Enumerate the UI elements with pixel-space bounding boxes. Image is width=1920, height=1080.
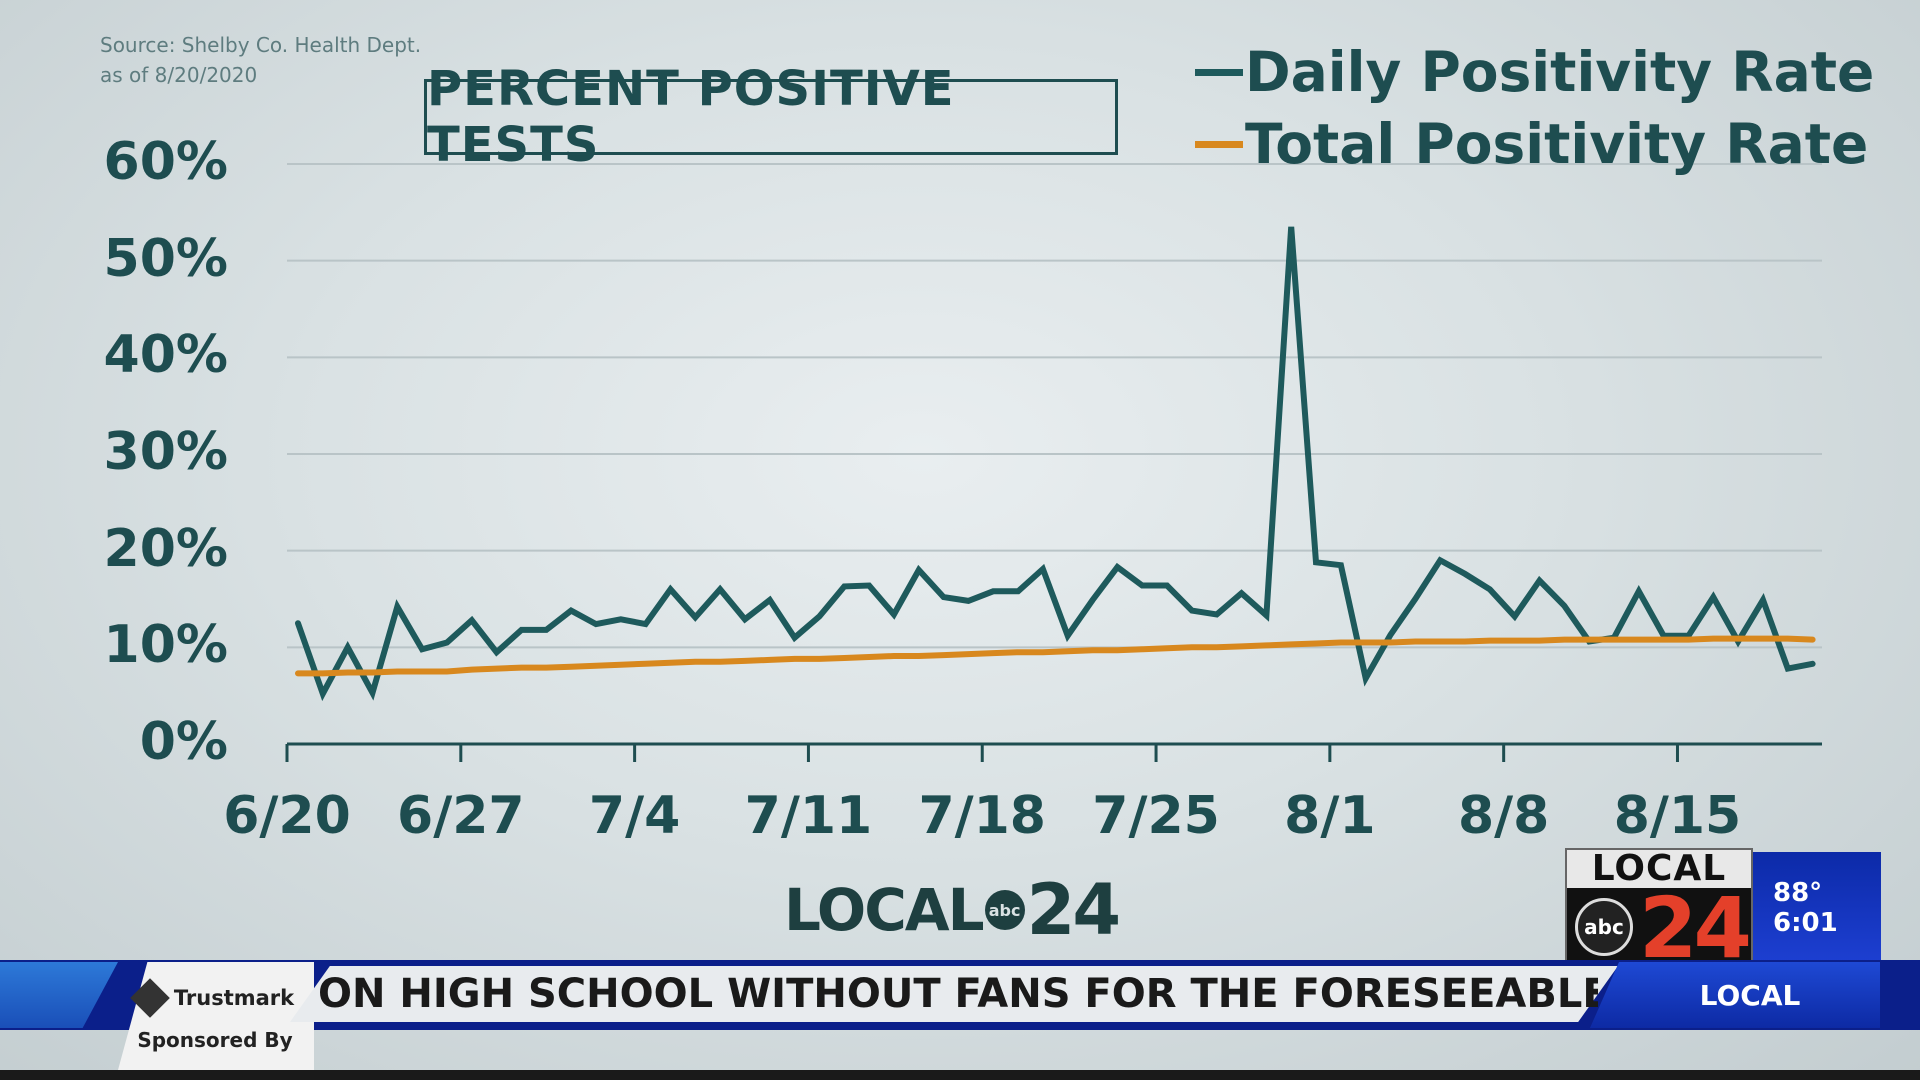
source-note: Source: Shelby Co. Health Dept. as of 8/… [100,30,421,90]
ticker-headline: ON HIGH SCHOOL WITHOUT FANS FOR THE FORE… [318,971,1598,1017]
y-tick-label: 0% [139,712,228,772]
weather-time-box: 88° 6:01 [1753,852,1881,962]
x-tick-label: 7/4 [588,786,681,846]
x-tick-label: 8/15 [1613,786,1742,846]
y-tick-label: 30% [103,422,228,482]
sponsored-by-label: Sponsored By [137,1028,293,1052]
clock-time: 6:01 [1773,908,1838,938]
legend-swatch-total [1195,140,1243,148]
x-tick-label: 8/8 [1457,786,1550,846]
x-tick-label: 7/25 [1092,786,1220,846]
y-tick-label: 60% [103,132,228,192]
ticker-label-panel [1590,962,1880,1028]
y-tick-label: 10% [103,615,228,676]
legend: Daily Positivity Rate Total Positivity R… [1195,36,1874,180]
y-tick-label: 20% [103,518,228,579]
legend-item-daily: Daily Positivity Rate [1195,36,1874,108]
x-tick-label: 6/27 [397,786,525,846]
ticker-label: LOCAL [1699,978,1801,1012]
x-tick-label: 8/1 [1284,786,1376,846]
temperature: 88° [1773,878,1823,908]
as-of-line: as of 8/20/2020 [100,63,258,87]
series-line-daily [295,226,1816,702]
legend-label-total: Total Positivity Rate [1245,112,1869,176]
sponsor-logo: Trustmark [130,978,300,1018]
bug-local-text: LOCAL [1567,850,1751,888]
source-line: Source: Shelby Co. Health Dept. [100,33,422,57]
x-tick-label: 7/18 [918,786,1046,846]
logo-word: LOCAL [784,876,985,944]
x-tick-label: 6/20 [223,786,351,846]
y-tick-label: 50% [103,228,228,289]
bottom-bar [0,1070,1920,1080]
series-line-total [295,635,1816,677]
logo-number: 24 [1026,869,1121,951]
chart-title: PERCENT POSITIVE TESTS [424,61,1118,173]
abc-logo-icon: abc [984,890,1025,930]
y-tick-label: 40% [103,325,228,386]
station-logo-center: LOCAL abc 24 [784,869,1121,951]
station-bug: LOCAL abc 24 [1565,848,1753,970]
ticker-text-panel [290,966,1618,1022]
x-tick-label: 7/11 [744,786,873,846]
sponsor-name: Trustmark [173,986,295,1010]
bug-abc-icon: abc [1575,898,1633,956]
legend-item-total: Total Positivity Rate [1195,108,1874,180]
bug-number: 24 [1639,879,1752,977]
trustmark-icon [130,978,170,1018]
legend-label-daily: Daily Positivity Rate [1245,40,1875,104]
legend-swatch-daily [1195,68,1243,76]
